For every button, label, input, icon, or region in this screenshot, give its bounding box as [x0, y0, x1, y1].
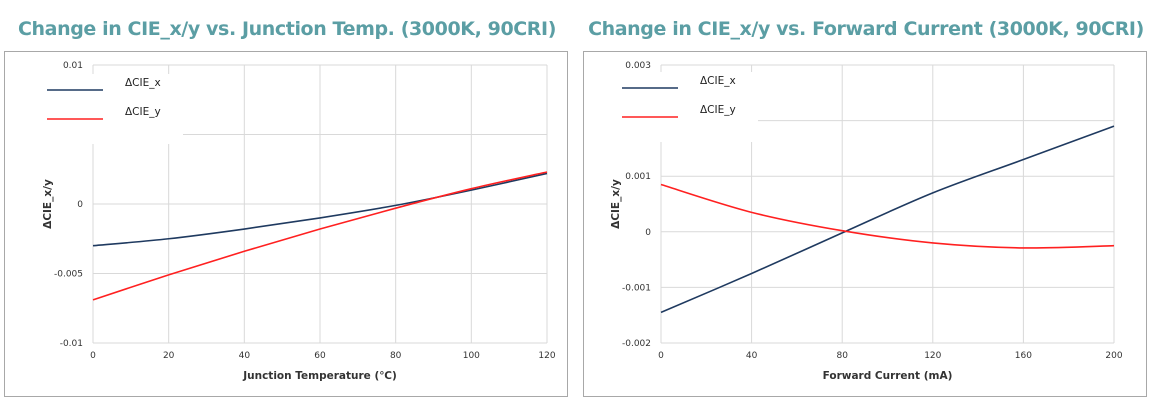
legend-background [35, 74, 183, 144]
x-tick-label: 80 [836, 351, 848, 361]
y-tick-label: -0.01 [60, 339, 83, 349]
x-tick-label: 200 [1105, 351, 1122, 361]
y-tick-label: -0.002 [622, 339, 651, 349]
chart-panel-junction-temp: Change in CIE_x/y vs. Junction Temp. (30… [4, 0, 570, 409]
x-tick-label: 60 [314, 351, 326, 361]
chart-frame: -0.01-0.00500.0050.01020406080100120Junc… [4, 51, 568, 397]
y-tick-label: 0 [77, 200, 83, 210]
x-tick-label: 160 [1015, 351, 1032, 361]
chart-title: Change in CIE_x/y vs. Junction Temp. (30… [17, 18, 556, 40]
legend-label: ΔCIE_y [700, 104, 736, 116]
series-line-delta-cie-x [660, 125, 1115, 314]
y-tick-label: 0.003 [625, 61, 651, 71]
y-tick-label: 0 [645, 228, 651, 238]
x-tick-label: 20 [163, 351, 175, 361]
x-tick-label: 0 [658, 351, 664, 361]
series-line-delta-cie-x [92, 172, 548, 247]
legend-background [610, 72, 758, 142]
chart-title: Change in CIE_x/y vs. Forward Current (3… [588, 18, 1144, 40]
chart-panel-forward-current: Change in CIE_x/y vs. Forward Current (3… [583, 0, 1149, 409]
line-chart-junction-temp: -0.01-0.00500.0050.01020406080100120Junc… [35, 61, 556, 382]
x-tick-label: 0 [90, 351, 96, 361]
y-axis-label: ΔCIE_x/y [610, 179, 622, 229]
legend-label: ΔCIE_y [125, 106, 161, 118]
x-tick-label: 40 [746, 351, 758, 361]
legend-label: ΔCIE_x [125, 77, 161, 89]
x-tick-label: 40 [239, 351, 251, 361]
series-line-delta-cie-y [660, 183, 1115, 249]
legend-label: ΔCIE_x [700, 75, 736, 87]
x-tick-label: 100 [463, 351, 480, 361]
x-axis-label: Junction Temperature (℃) [242, 370, 397, 382]
y-axis-label: ΔCIE_x/y [42, 179, 54, 229]
chart-frame: -0.002-0.00100.0010.0020.003040801201602… [583, 51, 1147, 397]
x-tick-label: 120 [538, 351, 555, 361]
x-tick-label: 80 [390, 351, 402, 361]
x-tick-label: 120 [924, 351, 941, 361]
x-axis-label: Forward Current (mA) [823, 370, 953, 382]
y-tick-label: 0.01 [63, 61, 83, 71]
y-tick-label: 0.001 [625, 172, 651, 182]
line-chart-forward-current: -0.002-0.00100.0010.0020.003040801201602… [610, 61, 1123, 382]
y-tick-label: -0.001 [622, 283, 651, 293]
series-line-delta-cie-y [92, 171, 548, 301]
y-tick-label: -0.005 [54, 270, 83, 280]
